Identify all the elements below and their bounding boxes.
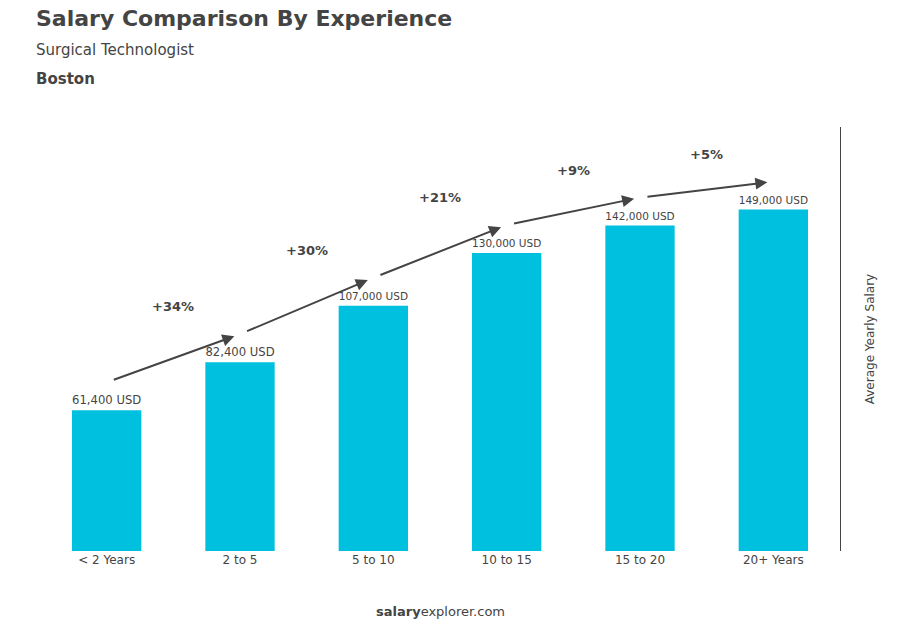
svg-text:< 2 Years: < 2 Years bbox=[78, 553, 135, 567]
svg-text:149,000 USD: 149,000 USD bbox=[739, 194, 808, 206]
svg-text:+5%: +5% bbox=[690, 147, 723, 162]
svg-text:82,400 USD: 82,400 USD bbox=[205, 345, 274, 359]
svg-text:Average Yearly Salary: Average Yearly Salary bbox=[863, 274, 877, 404]
svg-text:142,000 USD: 142,000 USD bbox=[605, 210, 674, 222]
svg-text:61,400 USD: 61,400 USD bbox=[72, 393, 141, 407]
svg-text:Salary Comparison By Experienc: Salary Comparison By ExperienceSurgical … bbox=[36, 6, 452, 87]
svg-text:107,000 USD: 107,000 USD bbox=[339, 290, 408, 302]
svg-text:+34%: +34% bbox=[152, 299, 194, 314]
svg-text:10 to 15: 10 to 15 bbox=[482, 553, 532, 567]
svg-text:salaryexplorer.com: salaryexplorer.com bbox=[376, 604, 505, 619]
svg-text:+30%: +30% bbox=[286, 243, 328, 258]
svg-text:20+ Years: 20+ Years bbox=[743, 553, 804, 567]
svg-text:15 to 20: 15 to 20 bbox=[615, 553, 665, 567]
svg-text:+21%: +21% bbox=[419, 190, 461, 205]
svg-text:5 to 10: 5 to 10 bbox=[352, 553, 395, 567]
svg-text:+9%: +9% bbox=[557, 163, 590, 178]
svg-text:130,000 USD: 130,000 USD bbox=[472, 237, 541, 249]
svg-text:2 to 5: 2 to 5 bbox=[223, 553, 258, 567]
